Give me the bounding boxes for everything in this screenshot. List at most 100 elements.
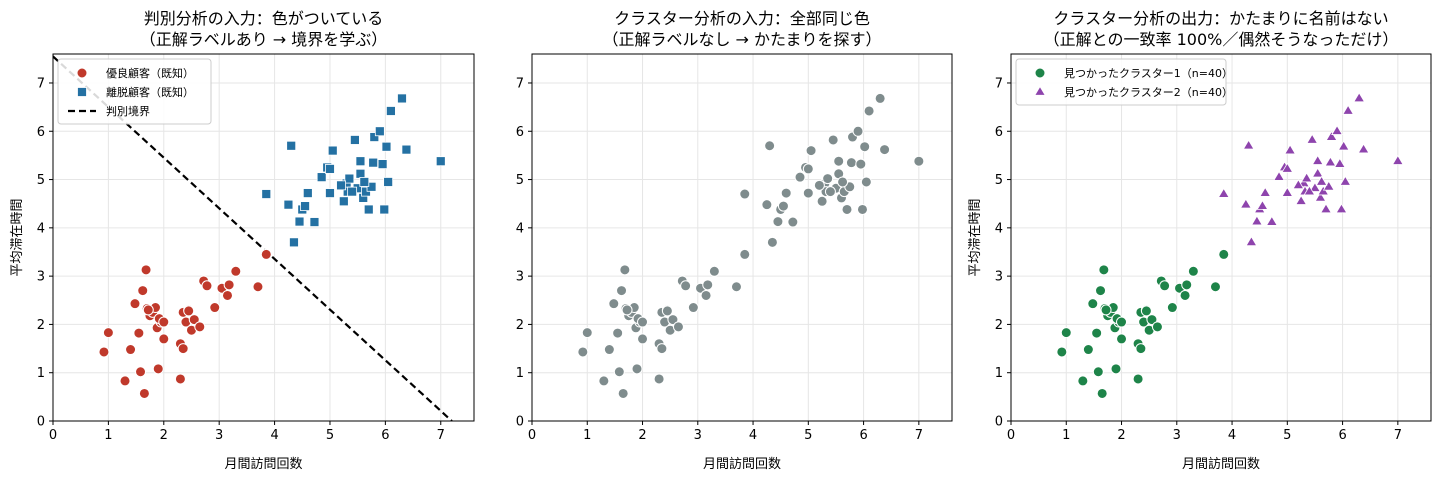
data-point [1217,187,1230,198]
plot-area [1056,92,1404,399]
data-point [336,180,346,191]
data-point [377,159,388,170]
data-point [368,157,379,168]
data-point [194,321,206,333]
data-point [286,140,297,151]
data-point [1309,181,1321,192]
data-point [813,179,825,191]
data-point [822,173,834,185]
legend-label: 優良顧客（既知） [106,66,194,80]
data-point [1281,162,1294,173]
data-point [174,373,186,385]
data-point [1339,175,1352,186]
data-point [680,280,692,292]
data-point [612,327,624,339]
x-tick-label: 4 [749,428,757,443]
y-tick-label: 2 [995,318,1003,333]
data-point [730,281,742,293]
legend-marker-swatch [1034,85,1046,96]
x-tick-label: 0 [528,428,536,443]
data-point [827,134,839,146]
y-tick-label: 2 [37,318,45,333]
data-point [1353,92,1366,103]
chart-title: クラスター分析の出力：かたまりに名前はない [1053,9,1388,28]
data-point [1357,143,1370,154]
data-point [913,155,925,167]
data-point [1056,346,1068,358]
y-tick-label: 3 [37,270,45,285]
data-point [1320,203,1332,214]
data-point [261,189,272,199]
data-point [613,366,625,378]
x-tick-label: 1 [104,428,112,443]
data-point [702,279,714,291]
legend-label: 判別境界 [106,104,150,118]
data-point [833,155,845,167]
data-point [1166,302,1178,314]
data-point [137,285,149,297]
x-tick-label: 7 [915,428,923,443]
data-point [1315,175,1328,186]
y-tick-label: 3 [516,270,524,285]
data-point [1140,305,1152,317]
data-point [577,346,589,358]
data-point [859,141,871,153]
data-point [1325,130,1338,141]
data-point [1259,186,1272,197]
data-point [1087,298,1099,310]
x-tick-label: 5 [804,428,812,443]
data-point [617,387,629,399]
data-point [1317,185,1330,196]
data-point [1250,215,1263,226]
data-point [309,217,320,227]
data-point [1060,327,1072,339]
data-point [764,140,776,152]
data-point [1218,248,1230,260]
data-point [1333,157,1346,168]
data-point [1116,333,1128,345]
chart-title: 判別分析の入力：色がついている [144,9,384,28]
data-point [381,141,392,152]
data-point [138,387,150,399]
data-point [158,316,170,328]
data-point [152,363,164,375]
data-point [637,333,649,345]
y-tick-label: 4 [516,221,524,236]
y-tick-label: 5 [995,173,1003,188]
x-axis-label: 月間訪問回数 [703,456,781,472]
data-point [772,216,784,228]
data-point [845,157,857,169]
data-point [140,264,152,276]
y-tick-label: 7 [995,76,1003,91]
legend: 優良顧客（既知） 離脱顧客（既知） 判別境界 [57,58,212,125]
data-point [230,265,242,277]
data-point [350,135,360,145]
y-tick-label: 0 [516,415,524,430]
data-point [1265,215,1278,226]
plot-area [53,55,453,421]
data-point [860,176,872,188]
data-point [1311,167,1324,178]
data-point [687,302,699,314]
x-axis-label: 月間訪問回数 [224,456,302,472]
data-point [841,203,853,215]
data-point [1322,180,1335,191]
data-point [1314,191,1327,202]
chart-subtitle: （正解ラベルなし → かたまりを探す） [602,30,881,49]
x-axis-label: 月間訪問回数 [1182,456,1260,472]
data-point [621,304,633,316]
data-point [787,216,799,228]
data-point [1095,285,1107,297]
data-point [209,302,221,314]
chart-panel-1: 0 1 2 3 4 5 6 7 0 1 2 3 4 5 6 7 判別分析の入力：色がついている （正解ラベルあり … [10,9,475,472]
data-point [401,144,412,155]
data-point [766,236,778,248]
data-point [435,156,446,167]
plot-frame [1010,53,1432,422]
x-tick-label: 6 [859,428,867,443]
data-point [1335,203,1348,214]
data-point [1132,373,1144,385]
data-point [188,314,200,326]
data-point [347,186,358,197]
